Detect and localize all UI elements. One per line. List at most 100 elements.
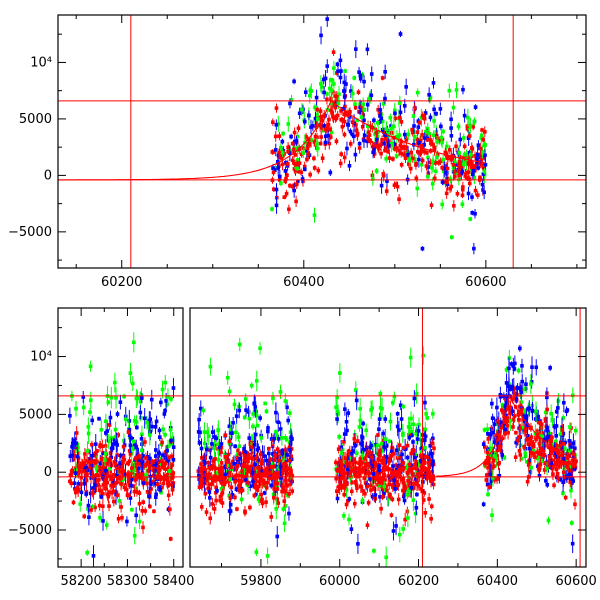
data-point	[567, 474, 571, 479]
data-point	[257, 484, 261, 489]
data-point	[157, 428, 162, 433]
data-point	[331, 114, 335, 119]
data-point	[128, 452, 133, 456]
data-point	[83, 452, 87, 456]
data-point	[397, 133, 402, 137]
data-point	[302, 119, 307, 124]
data-point	[113, 461, 118, 466]
data-point	[137, 491, 142, 495]
data-point	[150, 424, 154, 429]
top-panel-frame	[57, 14, 587, 269]
data-point	[339, 451, 344, 455]
data-point	[325, 17, 330, 21]
data-point	[424, 164, 429, 168]
data-point	[402, 104, 407, 108]
data-point	[452, 204, 456, 208]
data-point	[104, 486, 108, 491]
data-point	[283, 169, 288, 173]
data-point	[151, 460, 155, 464]
data-point	[228, 502, 233, 507]
data-point	[380, 119, 385, 124]
data-point	[266, 426, 270, 430]
data-point	[147, 419, 152, 423]
data-point	[88, 398, 93, 403]
data-point	[461, 87, 465, 92]
data-point	[154, 461, 158, 466]
data-point	[248, 484, 253, 489]
data-point	[422, 149, 427, 154]
data-point	[519, 400, 524, 404]
data-point	[213, 457, 218, 461]
data-point	[223, 433, 228, 437]
data-point	[398, 143, 403, 148]
data-point	[393, 147, 397, 151]
data-point	[284, 191, 289, 196]
data-point	[547, 431, 552, 436]
data-point	[506, 430, 510, 435]
data-point	[243, 450, 248, 455]
data-point	[411, 440, 415, 444]
data-point	[86, 503, 91, 508]
data-point	[385, 179, 389, 183]
data-point	[309, 138, 314, 142]
data-point	[161, 481, 166, 486]
data-point	[380, 468, 385, 473]
data-point	[154, 492, 158, 497]
data-point	[383, 148, 387, 153]
data-point	[453, 162, 458, 166]
data-point	[466, 115, 470, 120]
data-point	[555, 455, 559, 460]
data-point	[443, 150, 448, 155]
data-point	[148, 491, 152, 495]
data-point	[137, 474, 141, 478]
data-point	[282, 458, 286, 463]
data-point	[249, 447, 253, 451]
data-point	[333, 116, 338, 121]
data-point	[280, 436, 284, 440]
data-point	[409, 485, 414, 490]
data-point	[198, 406, 203, 411]
data-point	[335, 496, 340, 501]
data-point	[253, 455, 257, 459]
data-point	[337, 486, 342, 491]
data-point	[439, 124, 443, 129]
data-point	[456, 124, 461, 129]
data-point	[437, 138, 442, 143]
data-point	[339, 109, 343, 113]
data-point	[318, 141, 323, 146]
data-point	[76, 489, 80, 493]
data-point	[353, 152, 358, 157]
data-point	[277, 151, 282, 155]
data-point	[315, 113, 319, 117]
data-point	[166, 483, 171, 488]
data-point	[154, 448, 158, 452]
data-point	[345, 146, 349, 151]
data-point	[300, 107, 304, 112]
data-point	[148, 433, 152, 437]
data-point	[169, 476, 174, 481]
data-point	[105, 492, 110, 497]
data-point	[285, 453, 289, 457]
data-point	[245, 457, 249, 461]
data-point	[306, 152, 311, 156]
data-point	[246, 459, 250, 464]
data-point	[568, 480, 572, 485]
data-point	[125, 493, 130, 498]
data-point	[392, 124, 396, 129]
data-point	[294, 152, 298, 157]
data-point	[344, 488, 349, 492]
data-point	[85, 449, 90, 453]
data-point	[68, 454, 73, 458]
data-point	[203, 461, 207, 465]
data-point	[135, 396, 140, 400]
data-point	[133, 456, 138, 461]
data-point	[398, 32, 403, 36]
data-point	[512, 367, 517, 371]
data-point	[458, 164, 463, 168]
data-point	[522, 445, 526, 449]
data-point	[97, 503, 102, 508]
data-point	[276, 420, 281, 425]
data-point	[573, 502, 577, 507]
data-point	[381, 102, 386, 106]
data-point	[70, 468, 75, 473]
